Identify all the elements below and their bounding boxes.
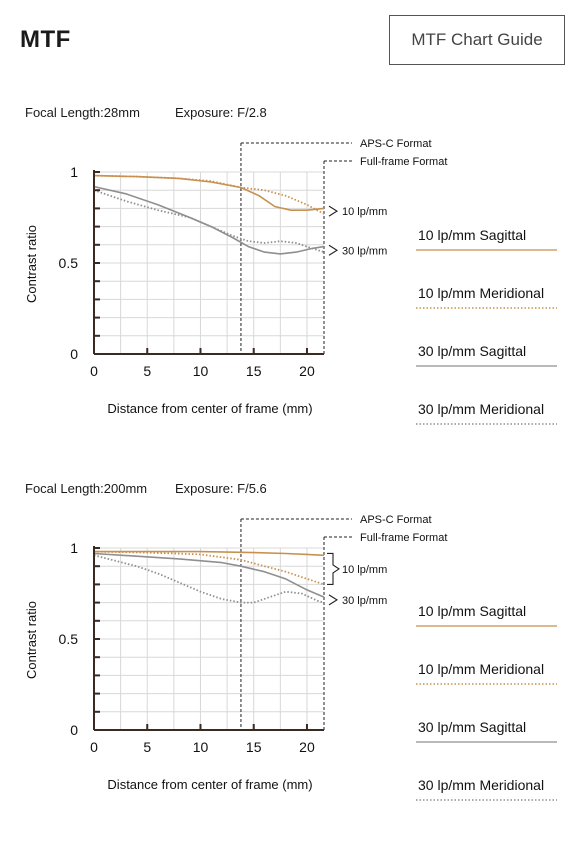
legend-label: 10 lp/mm Meridional [418, 661, 544, 677]
mtf-chart-200mm: Focal Length:200mm Exposure: F/5.6 APS-C F… [24, 481, 557, 801]
format-marker-label: Full-frame Format [360, 156, 447, 168]
30-lp-mm-meridional-line [93, 189, 325, 253]
10-lp-mm-sagittal-line [93, 174, 325, 211]
legend-label: 10 lp/mm Sagittal [418, 227, 526, 243]
y-tick-label: 0 [70, 722, 78, 738]
x-axis-label: Distance from center of frame (mm) [107, 777, 312, 792]
bracket-label: 10 lp/mm [342, 564, 387, 576]
exposure-label: Exposure: F/5.6 [175, 481, 267, 496]
bracket-label: 30 lp/mm [342, 245, 387, 257]
30-lp-mm-meridional-line [93, 554, 325, 604]
y-tick-label: 0.5 [59, 255, 79, 271]
exposure-label: Exposure: F/2.8 [175, 105, 267, 120]
format-marker-label: Full-frame Format [360, 532, 447, 544]
x-tick-label: 20 [299, 363, 315, 379]
10-lp-mm-meridional-line [93, 550, 325, 586]
x-tick-label: 10 [193, 363, 209, 379]
legend-label: 30 lp/mm Sagittal [418, 719, 526, 735]
x-tick-label: 10 [193, 739, 209, 755]
y-tick-label: 1 [70, 540, 78, 556]
x-tick-label: 0 [90, 363, 98, 379]
focal-length-label: Focal Length:200mm [25, 481, 147, 496]
y-axis-label: Contrast ratio [24, 601, 39, 679]
bracket-icon [327, 552, 340, 585]
x-tick-label: 20 [299, 739, 315, 755]
x-tick-label: 5 [143, 363, 151, 379]
bracket-icon [328, 205, 339, 217]
mtf-chart-guide-button[interactable]: MTF Chart Guide [389, 15, 565, 65]
format-marker-label: APS-C Format [360, 514, 432, 526]
bracket-icon [328, 244, 339, 256]
mtf-chart-28mm: Focal Length:28mm Exposure: F/2.8 APS-C Fo… [24, 105, 557, 425]
x-tick-label: 0 [90, 739, 98, 755]
legend-label: 10 lp/mm Sagittal [418, 603, 526, 619]
focal-length-label: Focal Length:28mm [25, 105, 140, 120]
10-lp-mm-meridional-line [93, 174, 325, 215]
y-tick-label: 1 [70, 164, 78, 180]
10-lp-mm-sagittal-line [94, 550, 325, 557]
y-tick-label: 0 [70, 346, 78, 362]
y-axis-label: Contrast ratio [24, 225, 39, 303]
x-tick-label: 15 [246, 363, 262, 379]
legend-label: 10 lp/mm Meridional [418, 285, 544, 301]
format-marker-label: APS-C Format [360, 138, 432, 150]
page-title: MTF [20, 26, 71, 53]
bracket-icon [328, 594, 339, 606]
bracket-label: 30 lp/mm [342, 595, 387, 607]
bracket-label: 10 lp/mm [342, 206, 387, 218]
x-axis-label: Distance from center of frame (mm) [107, 401, 312, 416]
x-tick-label: 15 [246, 739, 262, 755]
y-tick-label: 0.5 [59, 631, 79, 647]
legend-label: 30 lp/mm Sagittal [418, 343, 526, 359]
30-lp-mm-sagittal-line [93, 552, 325, 598]
legend-label: 30 lp/mm Meridional [418, 401, 544, 417]
x-tick-label: 5 [143, 739, 151, 755]
30-lp-mm-sagittal-line [93, 185, 325, 255]
legend-label: 30 lp/mm Meridional [418, 777, 544, 793]
